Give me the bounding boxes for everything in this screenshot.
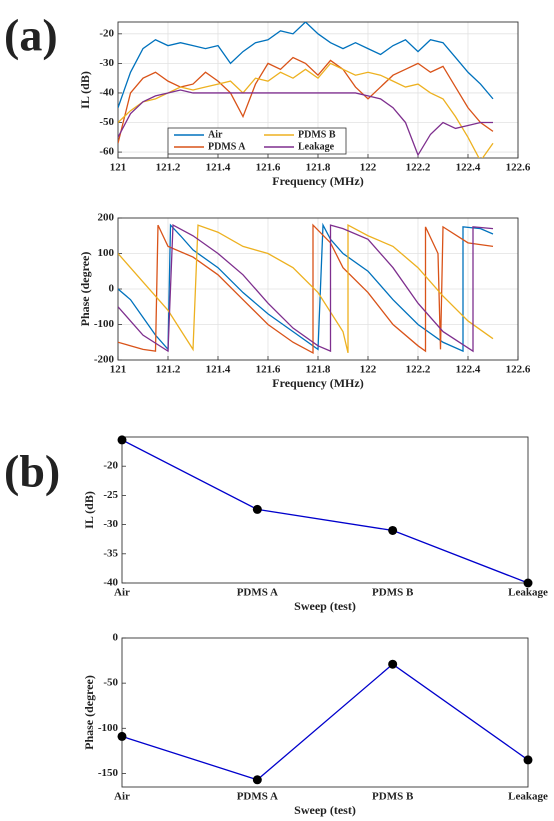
x-tick-label: 121 bbox=[110, 162, 127, 174]
x-tick-label: PDMS B bbox=[372, 791, 414, 803]
series-line bbox=[118, 22, 494, 108]
x-tick-label: 121 bbox=[110, 364, 127, 376]
x-tick-label: 122.2 bbox=[406, 162, 431, 174]
y-axis-label: IL (dB) bbox=[82, 491, 96, 529]
axes-box bbox=[121, 637, 529, 788]
x-tick-label: 121.4 bbox=[206, 162, 231, 174]
series-line bbox=[121, 439, 529, 584]
series-line bbox=[118, 224, 494, 354]
y-tick-label: -50 bbox=[99, 116, 114, 128]
series-line bbox=[118, 89, 493, 157]
x-tick-label: 122.6 bbox=[506, 364, 531, 376]
legend-label: PDMS A bbox=[208, 141, 246, 152]
x-tick-label: Air bbox=[114, 791, 130, 803]
point bbox=[523, 755, 533, 765]
y-tick-label: -100 bbox=[98, 722, 119, 734]
y-tick-label: -40 bbox=[103, 577, 118, 589]
y-tick-label: 200 bbox=[98, 212, 115, 224]
y-tick-label: 100 bbox=[98, 247, 115, 259]
x-tick-label: 122.4 bbox=[456, 162, 481, 174]
y-tick-label: -60 bbox=[99, 146, 114, 158]
point bbox=[388, 659, 398, 669]
y-tick-label: -35 bbox=[103, 547, 118, 559]
y-tick-label: -20 bbox=[99, 27, 114, 39]
x-tick-label: 121.2 bbox=[156, 364, 181, 376]
x-tick-label: Leakage bbox=[508, 587, 548, 599]
y-tick-label: -25 bbox=[103, 489, 118, 501]
y-tick-label: -20 bbox=[103, 460, 118, 472]
x-tick-label: PDMS A bbox=[237, 587, 278, 599]
y-tick-label: 0 bbox=[109, 283, 115, 295]
y-tick-label: -100 bbox=[94, 318, 115, 330]
x-tick-label: 121.2 bbox=[156, 162, 181, 174]
axes-box bbox=[117, 21, 519, 159]
point bbox=[523, 578, 533, 588]
x-tick-label: Air bbox=[114, 587, 130, 599]
x-axis-label: Sweep (test) bbox=[294, 803, 356, 817]
series-line bbox=[118, 223, 494, 354]
x-axis-label: Frequency (MHz) bbox=[272, 376, 363, 390]
x-tick-label: 122 bbox=[360, 364, 377, 376]
x-tick-label: 122.6 bbox=[506, 162, 531, 174]
panel-label: (a) bbox=[4, 10, 58, 61]
y-tick-label: -200 bbox=[94, 354, 115, 366]
x-tick-label: 121.4 bbox=[206, 364, 231, 376]
x-tick-label: 121.6 bbox=[256, 162, 281, 174]
point bbox=[252, 504, 262, 514]
point bbox=[117, 731, 127, 741]
x-tick-label: 121.8 bbox=[306, 162, 331, 174]
point bbox=[388, 525, 398, 535]
y-axis-label: Phase (degree) bbox=[78, 252, 92, 327]
x-tick-label: 121.8 bbox=[306, 364, 331, 376]
y-tick-label: -40 bbox=[99, 86, 114, 98]
y-tick-label: -30 bbox=[103, 518, 118, 530]
x-axis-label: Sweep (test) bbox=[294, 599, 356, 613]
legend-box bbox=[167, 127, 347, 155]
x-axis-label: Frequency (MHz) bbox=[272, 174, 363, 188]
legend-label: Air bbox=[208, 129, 223, 140]
series-line bbox=[118, 222, 494, 353]
x-tick-label: 122.4 bbox=[456, 364, 481, 376]
point bbox=[117, 435, 127, 445]
x-tick-label: 122 bbox=[360, 162, 377, 174]
x-tick-label: 121.6 bbox=[256, 364, 281, 376]
y-axis-label: IL (dB) bbox=[78, 71, 92, 109]
legend-label: PDMS B bbox=[298, 129, 336, 140]
x-tick-label: 122.2 bbox=[406, 364, 431, 376]
axes-box bbox=[121, 436, 529, 584]
x-tick-label: Leakage bbox=[508, 791, 548, 803]
x-tick-label: PDMS B bbox=[372, 587, 414, 599]
panel-label: (b) bbox=[4, 446, 60, 497]
series-line bbox=[118, 62, 494, 158]
y-tick-label: 0 bbox=[113, 632, 119, 644]
y-axis-label: Phase (degree) bbox=[82, 675, 96, 750]
y-tick-label: -50 bbox=[103, 677, 118, 689]
legend-label: Leakage bbox=[298, 141, 335, 152]
series-line bbox=[118, 224, 494, 353]
series-line bbox=[121, 663, 529, 781]
y-tick-label: -30 bbox=[99, 57, 114, 69]
x-tick-label: PDMS A bbox=[237, 791, 278, 803]
y-tick-label: -150 bbox=[98, 767, 119, 779]
point bbox=[252, 775, 262, 785]
